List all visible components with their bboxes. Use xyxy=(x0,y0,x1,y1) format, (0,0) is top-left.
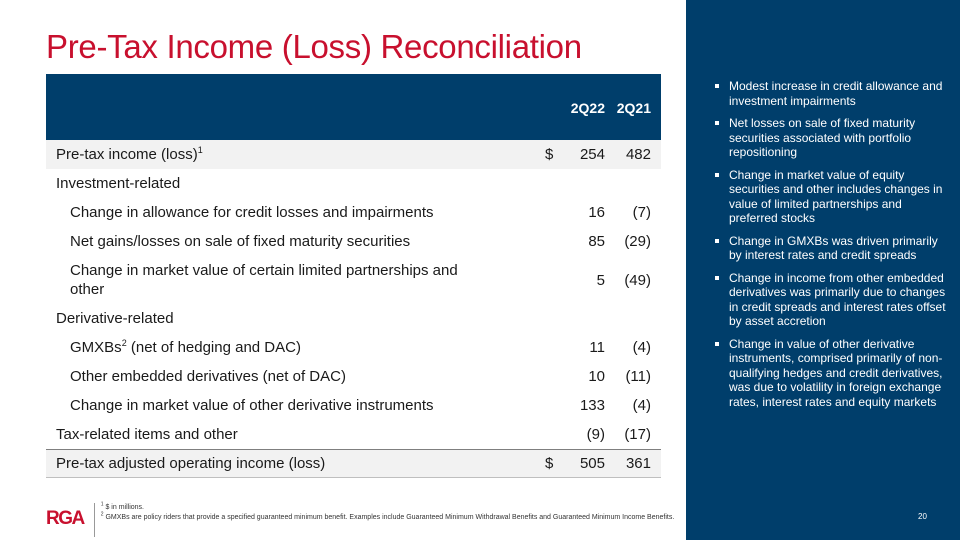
table-row-total: Pre-tax adjusted operating income (loss)… xyxy=(46,449,661,478)
table-row: Net gains/losses on sale of fixed maturi… xyxy=(70,233,651,250)
square-bullet-icon xyxy=(715,238,719,243)
table-row: Other embedded derivatives (net of DAC) … xyxy=(70,368,651,385)
table-row: GMXBs2 (net of hedging and DAC) 11 (4) xyxy=(70,338,651,357)
bullet-item: Net losses on sale of fixed maturity sec… xyxy=(714,116,946,160)
column-header-2q21: 2Q21 xyxy=(616,100,651,116)
column-header-2q22: 2Q22 xyxy=(570,100,605,116)
footnote-1: 1 $ in millions. xyxy=(100,501,144,511)
table-row: Change in market value of other derivati… xyxy=(70,397,651,414)
page-number: 20 xyxy=(918,512,927,521)
bullet-item: Change in value of other derivative inst… xyxy=(714,337,946,410)
slide-title: Pre-Tax Income (Loss) Reconciliation xyxy=(46,28,582,65)
bullet-item: Change in market value of equity securit… xyxy=(714,168,946,226)
commentary-sidebar: Modest increase in credit allowance and … xyxy=(686,0,960,540)
table-row: Change in market value of certain limite… xyxy=(70,262,651,298)
bullet-item: Modest increase in credit allowance and … xyxy=(714,79,946,108)
square-bullet-icon xyxy=(715,121,719,125)
table-row: Change in allowance for credit losses an… xyxy=(70,204,651,221)
commentary-bullets: Modest increase in credit allowance and … xyxy=(714,79,946,417)
table-row-investment-related: Investment-related xyxy=(56,175,181,192)
square-bullet-icon xyxy=(715,341,719,346)
footer-divider xyxy=(93,503,95,537)
table-row-pretax-income: Pre-tax income (loss)1 $ 254 482 xyxy=(46,140,661,169)
footnotes: 1 $ in millions. 2 GMXBs are policy ride… xyxy=(100,501,681,522)
square-bullet-icon xyxy=(715,172,719,177)
square-bullet-icon xyxy=(715,275,719,280)
footnote-2: 2 GMXBs are policy riders that provide a… xyxy=(100,511,675,521)
bullet-item: Change in income from other embedded der… xyxy=(714,271,946,329)
table-header: 2Q22 2Q21 xyxy=(46,74,661,140)
square-bullet-icon xyxy=(715,84,719,88)
table-row: Tax-related items and other (9) (17) xyxy=(56,426,651,443)
table-row-derivative-related: Derivative-related xyxy=(56,310,174,327)
rga-logo: RGA xyxy=(46,508,85,529)
footer: RGA 1 $ in millions. 2 GMXBs are policy … xyxy=(46,501,681,537)
bullet-item: Change in GMXBs was driven primarily by … xyxy=(714,234,946,263)
reconciliation-table: 2Q22 2Q21 Pre-tax income (loss)1 $ 254 4… xyxy=(46,74,661,478)
